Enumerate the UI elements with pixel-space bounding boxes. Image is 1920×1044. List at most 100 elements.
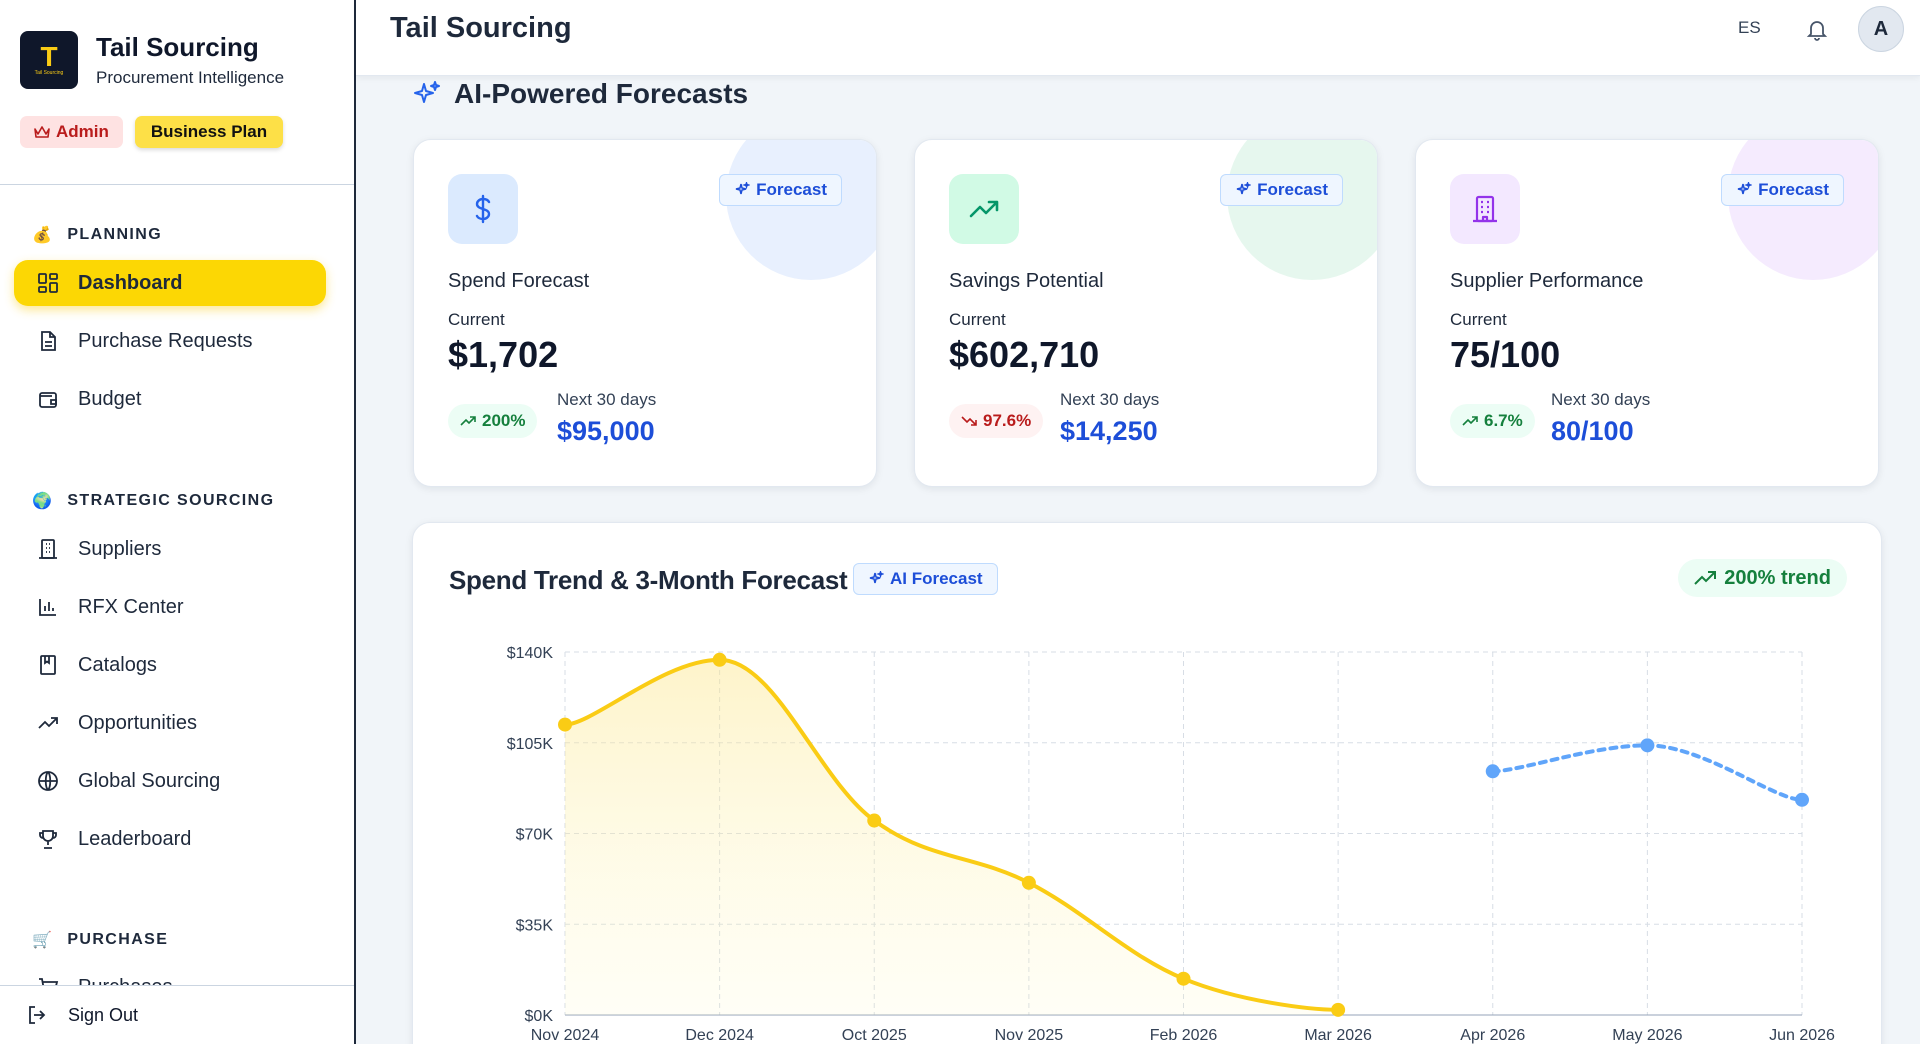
forecast-card-supplier[interactable]: Forecast Supplier Performance Current 75…	[1415, 139, 1879, 487]
next-label: Next 30 days	[557, 390, 657, 409]
sidebar-divider	[0, 184, 354, 185]
change-value: 6.7%	[1484, 411, 1523, 430]
change-value: 97.6%	[983, 411, 1032, 430]
sidebar-item-leaderboard[interactable]: Leaderboard	[14, 816, 326, 862]
next-label: Next 30 days	[1551, 390, 1651, 409]
sparkle-icon	[869, 571, 884, 584]
trophy-icon	[36, 827, 60, 851]
y-tick-label: $140K	[507, 645, 554, 662]
section-strategic-label: STRATEGIC SOURCING	[67, 492, 275, 509]
card-title: Savings Potential	[949, 270, 1104, 292]
forecast-card-spend[interactable]: Forecast Spend Forecast Current $1,702 2…	[413, 139, 877, 487]
sparkle-icon	[1236, 182, 1252, 195]
x-tick-label: Jun 2026	[1769, 1027, 1835, 1044]
sidebar-item-label: Catalogs	[78, 653, 157, 676]
admin-badge-label: Admin	[56, 122, 109, 141]
logo-subtext: Tail Sourcing	[34, 70, 64, 76]
admin-badge: Admin	[20, 116, 123, 148]
globe-icon	[36, 769, 60, 793]
building-icon	[1450, 174, 1520, 244]
sidebar-item-dashboard[interactable]: Dashboard	[14, 260, 326, 306]
section-planning: 💰 PLANNING	[32, 225, 162, 245]
forecast-point	[1640, 738, 1655, 753]
x-tick-label: Dec 2024	[685, 1027, 754, 1044]
next-value: $14,250	[1060, 416, 1158, 446]
sidebar-footer: Sign Out	[0, 985, 354, 1044]
forecast-point	[1795, 792, 1809, 807]
change-badge: 97.6%	[949, 404, 1044, 438]
forecast-card-savings[interactable]: Forecast Savings Potential Current $602,…	[914, 139, 1378, 487]
sign-out-button[interactable]: Sign Out	[26, 1004, 138, 1026]
forecast-pill: Forecast	[719, 174, 842, 206]
plan-badge: Business Plan	[134, 116, 284, 148]
change-badge: 6.7%	[1450, 404, 1535, 438]
money-bag-icon: 💰	[32, 227, 54, 244]
forecast-pill: Forecast	[1220, 174, 1343, 206]
app-name: Tail Sourcing	[96, 32, 259, 62]
sidebar-item-rfx-center[interactable]: RFX Center	[14, 584, 326, 630]
card-decor-circle	[1227, 140, 1377, 280]
avatar[interactable]: A	[1858, 6, 1904, 52]
sidebar: T Tail Sourcing Tail Sourcing Procuremen…	[0, 0, 356, 1044]
sidebar-item-suppliers[interactable]: Suppliers	[14, 526, 326, 572]
current-value: $602,710	[949, 334, 1100, 375]
sidebar-item-label: Leaderboard	[78, 827, 192, 850]
y-tick-label: $35K	[516, 917, 554, 934]
section-strategic-sourcing: 🌍 STRATEGIC SOURCING	[32, 491, 274, 511]
current-label: Current	[448, 310, 505, 329]
app-tagline: Procurement Intelligence	[96, 68, 285, 87]
dollar-icon	[448, 174, 518, 244]
y-tick-label: $105K	[507, 736, 554, 753]
sidebar-item-label: Suppliers	[78, 537, 162, 560]
forecasts-heading-label: AI-Powered Forecasts	[454, 78, 749, 109]
y-tick-label: $70K	[516, 827, 554, 844]
language-toggle[interactable]: ES	[1738, 18, 1761, 37]
sidebar-item-label: Opportunities	[78, 711, 197, 734]
trend-badge: 200% trend	[1678, 559, 1847, 597]
app-logo: T Tail Sourcing	[20, 31, 78, 89]
chart-title: Spend Trend & 3-Month Forecast	[449, 565, 848, 595]
change-badge: 200%	[448, 404, 538, 438]
x-tick-label: Mar 2026	[1304, 1027, 1372, 1044]
actual-point	[867, 813, 882, 828]
sparkles-icon	[414, 81, 440, 103]
change-value: 200%	[482, 411, 526, 430]
page-title: Tail Sourcing	[390, 12, 572, 44]
building-icon	[36, 537, 60, 561]
x-tick-label: Nov 2024	[531, 1027, 600, 1044]
brand[interactable]: T Tail Sourcing Tail Sourcing Procuremen…	[0, 0, 354, 100]
next-value: $95,000	[557, 416, 655, 446]
sidebar-item-budget[interactable]: Budget	[14, 376, 326, 422]
card-title: Supplier Performance	[1450, 270, 1644, 292]
forecast-pill-label: Forecast	[756, 180, 827, 199]
card-title: Spend Forecast	[448, 270, 590, 292]
forecast-pill-label: Forecast	[1257, 180, 1328, 199]
trend-badge-label: 200% trend	[1724, 566, 1831, 589]
current-value: $1,702	[448, 334, 559, 375]
sidebar-item-global-sourcing[interactable]: Global Sourcing	[14, 758, 326, 804]
x-tick-label: Feb 2026	[1150, 1027, 1218, 1044]
x-tick-label: Nov 2025	[995, 1027, 1064, 1044]
section-purchase-label: PURCHASE	[67, 931, 169, 948]
trending-up-icon	[949, 174, 1019, 244]
sidebar-item-purchase-requests[interactable]: Purchase Requests	[14, 318, 326, 364]
spend-trend-card: Spend Trend & 3-Month Forecast AI Foreca…	[412, 522, 1882, 1044]
sidebar-item-label: Budget	[78, 387, 142, 410]
sidebar-item-label: Purchase Requests	[78, 329, 253, 352]
sidebar-item-opportunities[interactable]: Opportunities	[14, 700, 326, 746]
actual-point	[1331, 1002, 1346, 1017]
current-label: Current	[949, 310, 1006, 329]
ai-forecast-pill: AI Forecast	[853, 563, 998, 595]
bar-chart-icon	[36, 595, 60, 619]
y-tick-label: $0K	[525, 1008, 554, 1025]
bell-icon[interactable]	[1804, 16, 1830, 42]
sparkle-icon	[735, 182, 751, 195]
wallet-icon	[36, 387, 60, 411]
trending-up-icon	[460, 416, 476, 426]
sidebar-item-catalogs[interactable]: Catalogs	[14, 642, 326, 688]
logout-icon	[29, 1006, 46, 1024]
x-tick-label: Oct 2025	[842, 1027, 907, 1044]
next-label: Next 30 days	[1060, 390, 1160, 409]
book-icon	[36, 653, 60, 677]
forecast-pill-label: Forecast	[1758, 180, 1829, 199]
